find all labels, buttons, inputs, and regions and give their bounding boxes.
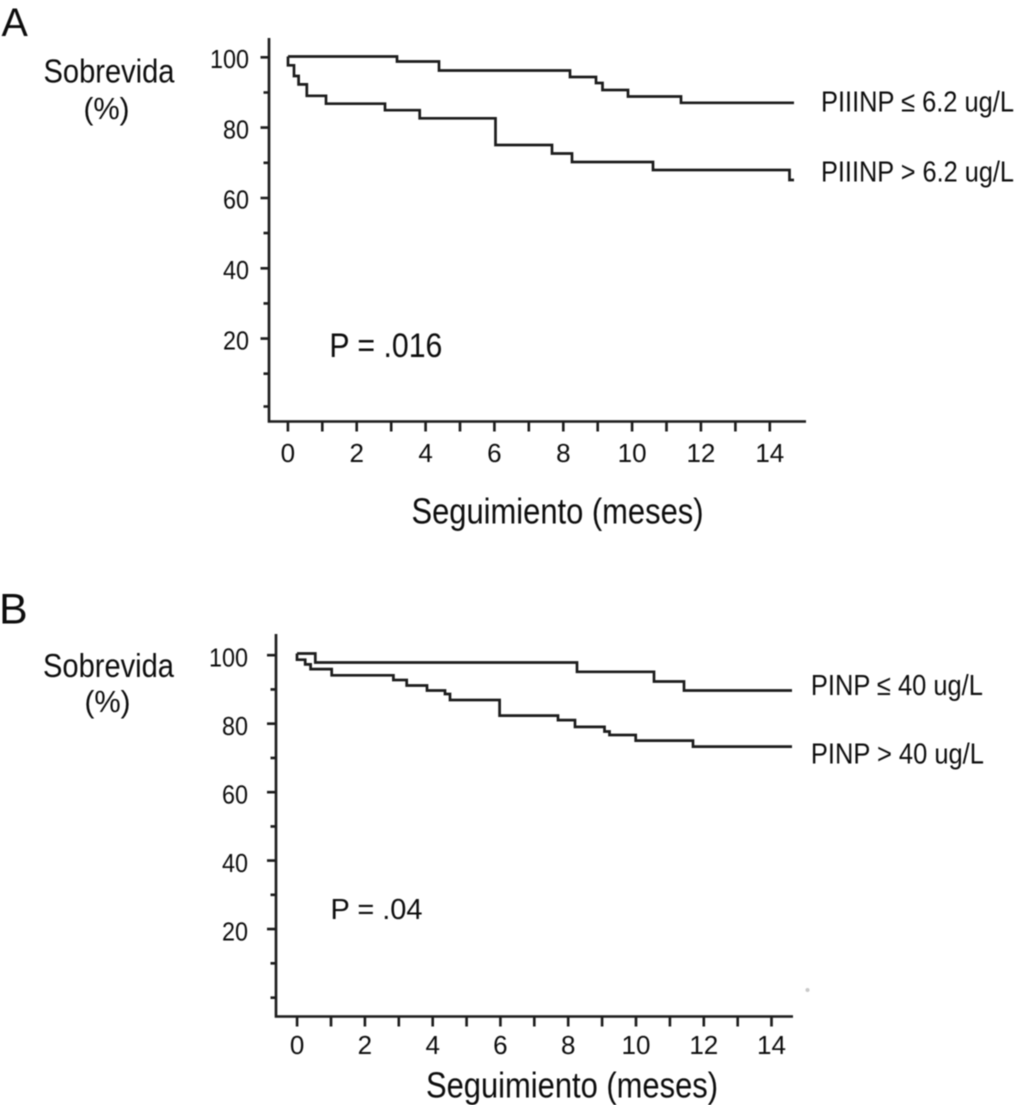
svg-text:14: 14 bbox=[755, 438, 784, 468]
svg-text:14: 14 bbox=[757, 1030, 786, 1060]
svg-text:PINP > 40 ug/L: PINP > 40 ug/L bbox=[811, 739, 984, 771]
svg-text:40: 40 bbox=[223, 255, 249, 285]
svg-text:100: 100 bbox=[209, 642, 248, 672]
svg-text:6: 6 bbox=[487, 438, 501, 468]
svg-text:60: 60 bbox=[223, 185, 249, 215]
svg-text:2: 2 bbox=[349, 438, 363, 468]
svg-text:6: 6 bbox=[493, 1030, 507, 1060]
svg-text:(%): (%) bbox=[85, 684, 131, 719]
svg-text:12: 12 bbox=[686, 438, 715, 468]
svg-text:10: 10 bbox=[618, 438, 647, 468]
svg-text:0: 0 bbox=[281, 438, 295, 468]
svg-text:4: 4 bbox=[425, 1030, 439, 1060]
svg-text:Seguimiento (meses): Seguimiento (meses) bbox=[412, 491, 704, 532]
svg-text:B: B bbox=[0, 585, 28, 633]
svg-text:Sobrevida: Sobrevida bbox=[43, 647, 175, 684]
svg-text:PIIINP ≤ 6.2 ug/L: PIIINP ≤ 6.2 ug/L bbox=[821, 86, 1014, 118]
svg-text:(%): (%) bbox=[84, 91, 130, 126]
svg-text:Seguimiento (meses): Seguimiento (meses) bbox=[426, 1065, 718, 1105]
svg-text:P = .04: P = .04 bbox=[331, 894, 423, 926]
svg-text:80: 80 bbox=[223, 114, 249, 144]
svg-text:10: 10 bbox=[622, 1030, 651, 1060]
svg-text:8: 8 bbox=[561, 1030, 575, 1060]
svg-text:20: 20 bbox=[222, 916, 248, 946]
svg-text:8: 8 bbox=[556, 438, 570, 468]
svg-text:PINP ≤ 40 ug/L: PINP ≤ 40 ug/L bbox=[811, 670, 983, 702]
svg-text:2: 2 bbox=[358, 1030, 372, 1060]
svg-text:20: 20 bbox=[223, 325, 249, 355]
svg-text:60: 60 bbox=[222, 779, 248, 809]
svg-text:12: 12 bbox=[689, 1030, 718, 1060]
svg-text:PIIINP > 6.2 ug/L: PIIINP > 6.2 ug/L bbox=[821, 156, 1014, 188]
svg-text:100: 100 bbox=[210, 44, 249, 74]
svg-text:4: 4 bbox=[418, 438, 432, 468]
svg-text:Sobrevida: Sobrevida bbox=[44, 53, 176, 90]
svg-text:A: A bbox=[2, 1, 29, 45]
svg-text:P = .016: P = .016 bbox=[329, 327, 442, 365]
svg-text:80: 80 bbox=[222, 711, 248, 741]
svg-text:40: 40 bbox=[222, 848, 248, 878]
svg-text:0: 0 bbox=[290, 1030, 304, 1060]
